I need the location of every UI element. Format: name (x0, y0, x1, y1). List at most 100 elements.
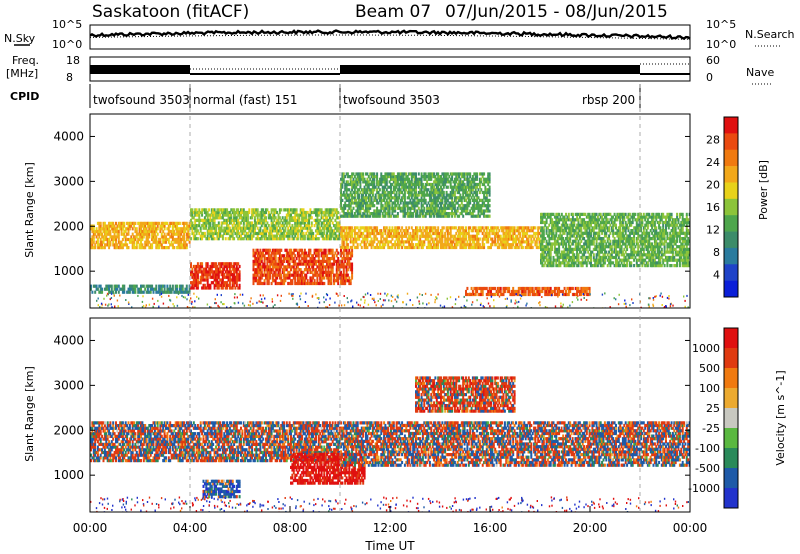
heatmap-cell (351, 240, 354, 244)
heatmap-cell (212, 210, 215, 215)
heatmap-cell (415, 180, 417, 184)
heatmap-cell (449, 229, 452, 233)
heatmap-cell (488, 190, 491, 195)
heatmap-cell (451, 245, 454, 250)
heatmap-cell (212, 237, 215, 241)
heatmap-cell (466, 286, 469, 291)
heatmap-cell (569, 286, 572, 291)
heatmap-cell (409, 237, 412, 241)
heatmap-cell (341, 237, 344, 241)
heatmap-cell (283, 268, 286, 272)
heatmap-cell (405, 177, 408, 181)
heatmap-cell (502, 237, 505, 241)
heatmap-cell (335, 279, 338, 283)
heatmap-cell (394, 201, 397, 205)
heatmap-cell (467, 172, 470, 176)
heatmap-cell (152, 227, 155, 231)
heatmap-cell (340, 251, 342, 255)
heatmap-cell (294, 229, 297, 233)
heatmap-cell (359, 185, 362, 189)
heatmap-cell (341, 251, 344, 255)
heatmap-cell (265, 229, 267, 233)
heatmap-cell (312, 237, 315, 241)
heatmap-cell (344, 214, 347, 218)
heatmap-cell (324, 218, 327, 222)
heatmap-cell (284, 279, 287, 283)
heatmap-cell (487, 188, 490, 192)
heatmap-cell (205, 237, 208, 241)
heatmap-cell (94, 232, 97, 236)
heatmap-cell (202, 226, 205, 230)
heatmap-cell (270, 254, 273, 258)
heatmap-cell (480, 289, 483, 294)
heatmap-cell (278, 265, 281, 269)
heatmap-cell (458, 182, 461, 187)
heatmap-cell (421, 204, 424, 208)
heatmap-cell (556, 286, 559, 291)
heatmap-cell (445, 190, 448, 195)
heatmap-cell (330, 213, 333, 217)
heatmap-cell (351, 182, 354, 187)
heatmap-cell (540, 261, 542, 265)
heatmap-cell (376, 243, 379, 247)
heatmap-cell (437, 180, 440, 184)
heatmap-cell (126, 243, 129, 247)
heatmap-cell (194, 234, 197, 238)
heatmap-cell (478, 185, 481, 189)
heatmap-cell (133, 237, 136, 242)
heatmap-cell (301, 208, 304, 212)
heatmap-cell (516, 234, 519, 238)
heatmap-cell (485, 177, 488, 181)
heatmap-cell (384, 177, 387, 181)
heatmap-cell (369, 172, 372, 176)
heatmap-cell (252, 254, 255, 258)
heatmap-cell (376, 201, 379, 205)
heatmap-cell (373, 212, 376, 216)
heatmap-cell (306, 210, 309, 215)
heatmap-cell (195, 208, 198, 212)
heatmap-cell (435, 209, 438, 213)
heatmap-cell (185, 284, 188, 288)
heatmap-cell (340, 185, 342, 189)
heatmap-cell (301, 251, 304, 255)
heatmap-cell (512, 289, 515, 294)
heatmap-cell (231, 286, 234, 290)
heatmap-cell (383, 185, 386, 189)
heatmap-cell (303, 276, 306, 280)
heatmap-cell (390, 245, 392, 250)
heatmap-cell (455, 172, 458, 176)
heatmap-cell (230, 208, 233, 212)
heatmap-cell (440, 198, 442, 202)
heatmap-cell (270, 262, 273, 266)
heatmap-cell (410, 177, 413, 181)
heatmap-cell (227, 237, 230, 241)
heatmap-cell (153, 237, 156, 242)
heatmap-cell (417, 229, 420, 233)
heatmap-cell (334, 218, 337, 222)
heatmap-cell (256, 216, 259, 220)
heatmap-cell (302, 231, 305, 236)
heatmap-cell (467, 292, 470, 297)
heatmap-cell (415, 182, 417, 187)
heatmap-cell (206, 283, 209, 287)
heatmap-cell (480, 245, 483, 250)
heatmap-cell (299, 224, 302, 228)
heatmap-cell (180, 229, 183, 234)
heatmap-cell (345, 190, 348, 195)
heatmap-cell (265, 251, 267, 255)
heatmap-cell (405, 188, 408, 192)
heatmap-cell (552, 289, 555, 294)
heatmap-cell (248, 234, 251, 238)
heatmap-cell (163, 290, 166, 294)
heatmap-cell (476, 229, 479, 233)
heatmap-cell (238, 213, 241, 217)
heatmap-cell (167, 227, 170, 231)
heatmap-cell (209, 216, 212, 220)
heatmap-cell (345, 212, 348, 216)
heatmap-cell (317, 262, 320, 266)
heatmap-cell (503, 243, 506, 247)
heatmap-cell (92, 229, 95, 234)
heatmap-cell (145, 232, 148, 236)
heatmap-cell (262, 248, 265, 252)
heatmap-cell (367, 193, 370, 197)
